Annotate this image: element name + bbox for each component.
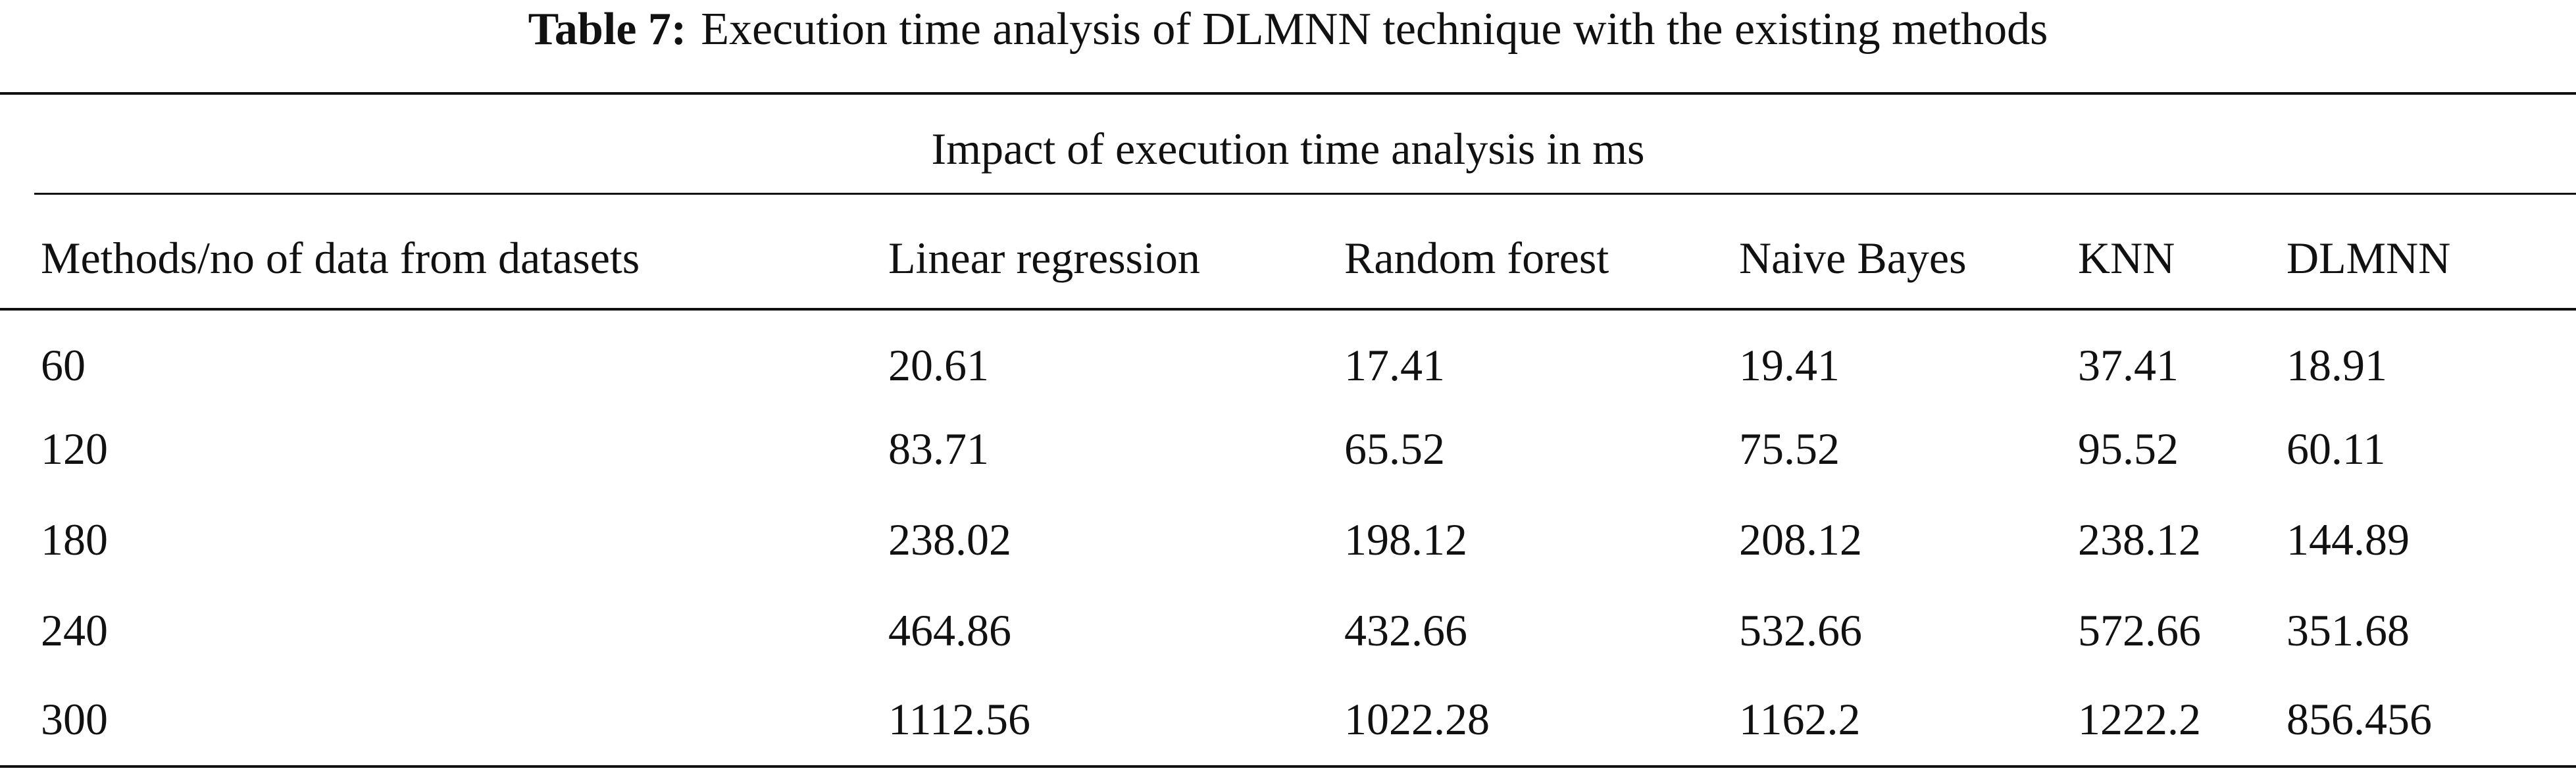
column-header: DLMNN xyxy=(2286,233,2451,283)
group-rule xyxy=(34,193,2576,195)
table-cell: 464.86 xyxy=(888,605,1011,655)
table-cell: 238.12 xyxy=(2078,515,2201,565)
caption-label: Table 7: xyxy=(528,4,687,55)
table-cell: 65.52 xyxy=(1344,424,1445,474)
row-label: 240 xyxy=(41,605,108,655)
table-cell: 238.02 xyxy=(888,515,1011,565)
table-cell: 1222.2 xyxy=(2078,694,2201,744)
column-header: KNN xyxy=(2078,233,2175,283)
column-header: Random forest xyxy=(1344,233,1609,283)
group-header: Impact of execution time analysis in ms xyxy=(931,124,1645,174)
table-cell: 198.12 xyxy=(1344,515,1467,565)
table-cell: 19.41 xyxy=(1739,340,1840,390)
table-cell: 95.52 xyxy=(2078,424,2179,474)
row-label: 180 xyxy=(41,515,108,565)
table-cell: 208.12 xyxy=(1739,515,1862,565)
column-header: Naive Bayes xyxy=(1739,233,1967,283)
top-rule xyxy=(0,92,2576,95)
bottom-rule xyxy=(0,765,2576,768)
table-cell: 75.52 xyxy=(1739,424,1840,474)
table-cell: 1022.28 xyxy=(1344,694,1490,744)
table-cell: 572.66 xyxy=(2078,605,2201,655)
table-cell: 20.61 xyxy=(888,340,989,390)
row-label: 120 xyxy=(41,424,108,474)
caption-text: Execution time analysis of DLMNN techniq… xyxy=(701,4,2048,55)
row-label: 60 xyxy=(41,340,86,390)
table-cell: 60.11 xyxy=(2286,424,2386,474)
table-cell: 144.89 xyxy=(2286,515,2410,565)
table-cell: 1162.2 xyxy=(1739,694,1861,744)
table-cell: 18.91 xyxy=(2286,340,2387,390)
table-cell: 1112.56 xyxy=(888,694,1030,744)
table-cell: 17.41 xyxy=(1344,340,1445,390)
table-cell: 351.68 xyxy=(2286,605,2410,655)
row-label: 300 xyxy=(41,694,108,744)
column-header: Linear regression xyxy=(888,233,1200,283)
table-caption: Table 7: Execution time analysis of DLMNN… xyxy=(0,3,2576,56)
table-cell: 37.41 xyxy=(2078,340,2179,390)
table-cell: 83.71 xyxy=(888,424,989,474)
column-header: Methods/no of data from datasets xyxy=(41,233,640,283)
header-rule xyxy=(0,308,2576,311)
table-cell: 532.66 xyxy=(1739,605,1862,655)
table-cell: 432.66 xyxy=(1344,605,1467,655)
table-cell: 856.456 xyxy=(2286,694,2432,744)
